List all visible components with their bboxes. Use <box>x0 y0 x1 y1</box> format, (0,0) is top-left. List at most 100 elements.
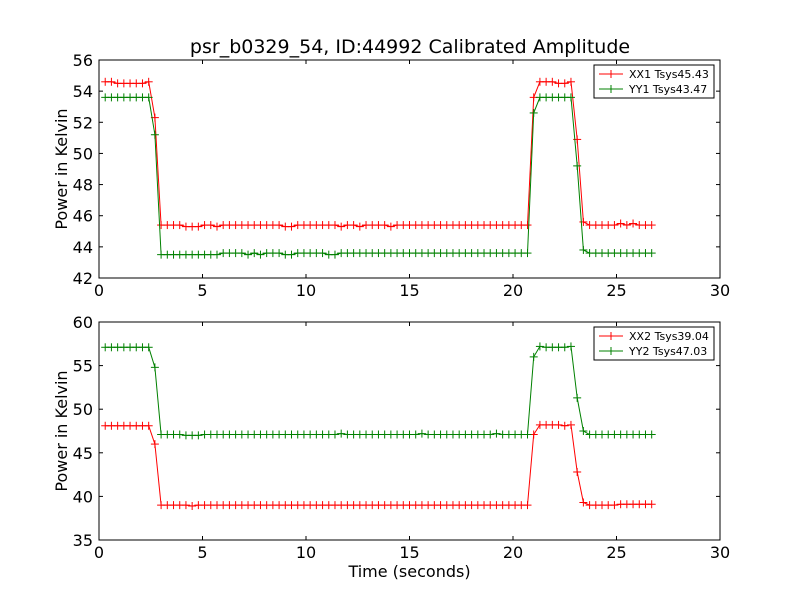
y-tick-label-bottom: 40 <box>73 487 93 506</box>
x-tick-label-bottom: 15 <box>399 543 419 562</box>
x-tick-label-bottom: 20 <box>503 543 523 562</box>
data-point-xx1 <box>629 219 638 228</box>
data-point-yy2 <box>194 431 203 440</box>
data-point-yy2 <box>330 430 339 439</box>
data-point-xx2 <box>188 501 197 510</box>
legend-box <box>593 326 715 361</box>
x-tick-label-top: 30 <box>710 281 730 300</box>
data-point-xx2 <box>566 420 575 429</box>
data-point-yy1 <box>330 250 339 259</box>
data-point-xx1 <box>194 222 203 231</box>
data-point-yy1 <box>144 93 153 102</box>
chart-title: psr_b0329_54, ID:44992 Calibrated Amplit… <box>190 36 630 58</box>
data-point-yy2 <box>492 429 501 438</box>
data-point-xx1 <box>107 77 116 86</box>
y-tick-label-bottom: 50 <box>73 400 93 419</box>
data-point-yy1 <box>244 250 253 259</box>
data-point-xx1 <box>616 219 625 228</box>
data-point-xx1 <box>548 77 557 86</box>
data-point-xx1 <box>355 222 364 231</box>
legend-label-yy1: YY1 Tsys43.47 <box>628 83 707 96</box>
data-point-yy2 <box>486 430 495 439</box>
data-point-yy1 <box>566 93 575 102</box>
x-tick-label-top: 15 <box>399 281 419 300</box>
plot-panel-bottom: 0 5 10 15 20 25 30 35 40 45 50 55 60 Power in Kelvin T… <box>52 313 730 581</box>
data-point-xx2 <box>523 501 532 510</box>
data-point-xx2 <box>181 501 190 510</box>
data-point-xx2 <box>647 500 656 509</box>
data-point-yy2 <box>417 429 426 438</box>
data-point-xx2 <box>610 501 619 510</box>
y-axis-label-bottom: Power in Kelvin <box>52 370 71 491</box>
data-point-yy1 <box>523 249 532 258</box>
data-point-xx1 <box>212 222 221 231</box>
plot-panel-top: 0 5 10 15 20 25 30 42 44 46 48 50 52 54 56 Power in Kel… <box>52 51 730 300</box>
data-point-yy2 <box>175 430 184 439</box>
data-point-xx1 <box>287 222 296 231</box>
y-tick-label-bottom: 45 <box>73 444 93 463</box>
y-tick-label-top: 48 <box>73 176 93 195</box>
data-point-xx2 <box>144 421 153 430</box>
legend-label-xx2: XX2 Tsys39.04 <box>629 330 709 343</box>
data-point-xx1 <box>523 221 532 230</box>
y-tick-label-top: 54 <box>73 82 93 101</box>
data-point-yy1 <box>256 250 265 259</box>
legend-top: XX1 Tsys45.43 YY1 Tsys43.47 <box>593 64 715 99</box>
data-point-xx1 <box>144 77 153 86</box>
x-tick-label-bottom: 0 <box>94 543 104 562</box>
legend-bottom: XX2 Tsys39.04 YY2 Tsys47.03 <box>593 326 715 361</box>
data-point-xx1 <box>330 221 339 230</box>
data-point-yy2 <box>150 363 159 372</box>
data-point-yy2 <box>523 430 532 439</box>
data-point-yy2 <box>337 429 346 438</box>
x-tick-label-top: 10 <box>296 281 316 300</box>
legend-label-yy2: YY2 Tsys47.03 <box>628 345 707 358</box>
data-point-xx2 <box>560 421 569 430</box>
data-point-xx1 <box>349 221 358 230</box>
data-point-xx1 <box>337 222 346 231</box>
data-point-yy1 <box>250 249 259 258</box>
data-point-yy2 <box>647 430 656 439</box>
y-tick-label-top: 46 <box>73 207 93 226</box>
y-tick-label-bottom: 60 <box>73 313 93 332</box>
y-axis-label-top: Power in Kelvin <box>52 108 71 229</box>
data-point-xx1 <box>386 222 395 231</box>
y-tick-label-top: 52 <box>73 113 93 132</box>
data-point-yy2 <box>579 427 588 435</box>
legend-box <box>593 64 715 99</box>
data-point-yy1 <box>212 250 221 259</box>
data-point-yy1 <box>529 108 538 117</box>
data-point-xx1 <box>138 79 147 88</box>
data-point-xx1 <box>275 221 284 230</box>
x-tick-label-bottom: 25 <box>606 543 626 562</box>
data-point-xx1 <box>175 221 184 230</box>
y-tick-label-bottom: 35 <box>73 531 93 550</box>
data-point-yy2 <box>529 352 538 361</box>
data-point-xx1 <box>566 77 575 86</box>
data-point-yy1 <box>573 161 582 170</box>
data-point-yy2 <box>573 393 582 402</box>
x-tick-label-top: 0 <box>94 281 104 300</box>
data-point-xx1 <box>579 217 588 226</box>
x-tick-label-bottom: 5 <box>197 543 207 562</box>
data-point-xx2 <box>150 440 159 449</box>
y-tick-label-bottom: 55 <box>73 357 93 376</box>
y-tick-label-top: 42 <box>73 269 93 288</box>
y-tick-label-top: 56 <box>73 51 93 70</box>
data-point-xx2 <box>579 498 588 507</box>
x-tick-label-top: 20 <box>503 281 523 300</box>
data-point-yy1 <box>150 130 159 139</box>
data-point-yy2 <box>535 342 544 351</box>
data-point-xx1 <box>380 221 389 230</box>
data-point-yy1 <box>275 249 284 258</box>
data-point-xx1 <box>610 221 619 230</box>
x-tick-label-bottom: 10 <box>296 543 316 562</box>
data-point-xx1 <box>206 221 215 230</box>
data-point-xx1 <box>622 221 631 230</box>
y-tick-label-top: 44 <box>73 238 93 257</box>
data-point-yy1 <box>318 249 327 258</box>
data-point-yy1 <box>579 245 588 254</box>
data-point-yy1 <box>647 249 656 258</box>
